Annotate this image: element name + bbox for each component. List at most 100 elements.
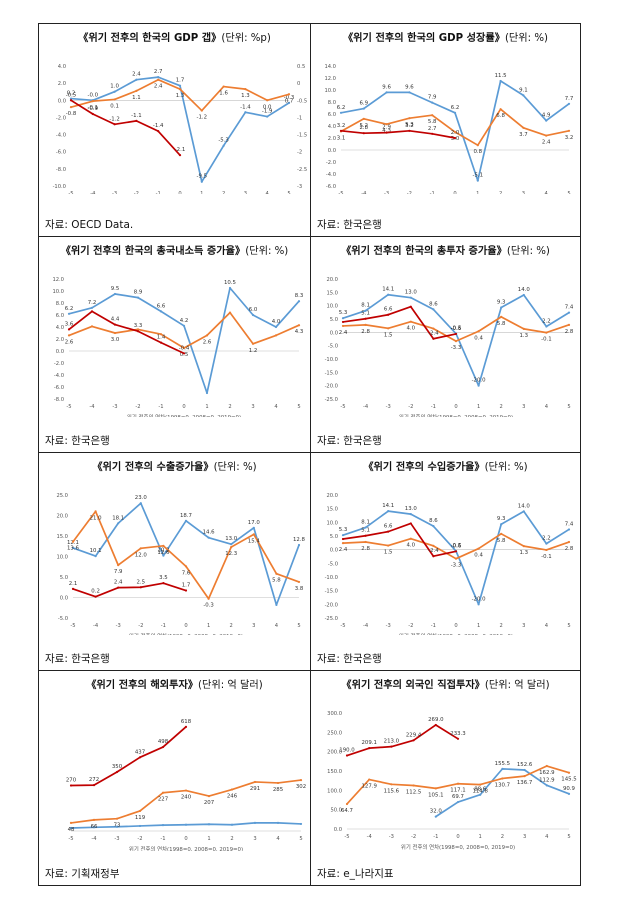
x-tick-label: -2	[407, 191, 412, 194]
chart-title: 《위기 전후의 수출증가율》(단위: %)	[92, 462, 257, 473]
data-point	[477, 384, 480, 387]
x-tick-label: -1	[430, 191, 435, 194]
data-label: -9.5	[197, 174, 208, 180]
x-tick-label: -3	[386, 404, 391, 410]
y-tick-label: 0.0	[328, 148, 336, 154]
x-tick-label: 0	[178, 191, 181, 194]
y-tick-label: -25.0	[325, 397, 338, 403]
data-label: 272	[89, 777, 99, 783]
data-point	[545, 784, 548, 787]
data-point	[136, 328, 140, 331]
data-point	[71, 540, 75, 543]
data-label: 9.5	[111, 286, 120, 292]
data-point	[345, 754, 349, 757]
data-point	[499, 108, 502, 111]
panel-fdi: 《위기 전후의 외국인 직접투자》(단위: 억 달러) 300.0 250.0 20…	[310, 670, 581, 886]
data-point	[385, 131, 388, 134]
x-tick-label: 0	[182, 404, 185, 410]
data-point	[341, 320, 345, 324]
data-point	[92, 818, 96, 821]
data-label: 4.0	[407, 543, 416, 549]
x-tick-label: 2	[222, 191, 225, 194]
data-point	[182, 324, 186, 327]
y-tick-label: 10.0	[326, 304, 338, 310]
data-label: 1.3	[520, 333, 529, 339]
y-tick-label: -5.0	[58, 616, 68, 622]
x-tick-label: -3	[384, 191, 389, 194]
y-tick-label: -4.0	[326, 172, 336, 178]
data-label: -20.0	[472, 378, 487, 384]
data-label: -1.4	[153, 123, 164, 129]
data-point	[69, 99, 73, 102]
data-label: 152.6	[517, 762, 533, 768]
data-point	[159, 333, 163, 336]
data-point	[523, 768, 526, 772]
data-label: 1.3	[176, 93, 185, 99]
y-tick-label: 4.0	[56, 325, 64, 331]
y-tick-label: -2.0	[56, 115, 66, 121]
data-label: 5.3	[339, 527, 348, 533]
data-point	[184, 789, 188, 792]
y-tick-label: 0.0	[330, 548, 338, 554]
data-point	[162, 554, 165, 557]
data-point	[136, 330, 140, 333]
data-label: 112.5	[406, 790, 421, 796]
data-label: 229.4	[406, 732, 422, 738]
y-tick-label: 15.0	[326, 290, 338, 296]
x-tick-label: -1	[431, 404, 436, 410]
data-point	[200, 180, 203, 183]
data-label: 4.3	[295, 329, 304, 335]
data-label: 12.3	[225, 551, 237, 557]
x-tick-label: 3	[522, 404, 525, 410]
data-label: 1.5	[384, 332, 393, 338]
data-label: 17.0	[248, 520, 261, 526]
data-label: 240	[181, 795, 192, 801]
data-label: 1.7	[182, 583, 191, 589]
data-label: -0.1	[541, 337, 552, 343]
x-tick-label: -5	[340, 623, 345, 629]
data-point	[252, 533, 255, 536]
y-tick-label: 8.0	[56, 301, 64, 307]
x-tick-label: -1	[433, 834, 438, 840]
data-label: 7.7	[565, 96, 574, 102]
y-tick-label: 14.0	[324, 64, 336, 70]
data-label: 7.2	[88, 300, 97, 306]
source-note: 자료: 기획재정부	[45, 868, 120, 880]
data-point	[387, 544, 390, 547]
data-point	[477, 330, 480, 333]
x-tick-label: 4	[545, 623, 549, 629]
x-axis-title: 위기 전후의 연차(1998=0, 2008=0, 2019=0)	[129, 845, 243, 851]
data-label: -0.0	[88, 92, 99, 98]
data-point	[274, 334, 278, 337]
data-point	[567, 129, 571, 132]
data-point	[412, 739, 415, 742]
data-label: -0.3	[284, 95, 295, 101]
data-point	[522, 545, 525, 548]
data-point	[252, 526, 255, 529]
data-label: 12.0	[135, 552, 148, 558]
data-label: 130.7	[495, 782, 510, 788]
x-tick-label: 4	[545, 404, 549, 410]
data-point	[545, 119, 548, 122]
data-label: 5.1	[361, 311, 370, 317]
data-point	[184, 589, 188, 592]
data-label: 5.1	[361, 528, 370, 534]
data-label: 18.1	[112, 515, 124, 521]
y-tick-label: 5.0	[60, 575, 68, 581]
data-point	[432, 337, 435, 340]
x-tick-label: 3	[522, 191, 525, 194]
x-tick-label: 1	[205, 404, 208, 410]
y-tick-label: 0.0	[60, 596, 68, 602]
x-tick-label: 5	[297, 404, 300, 410]
data-label: 4.0	[407, 326, 416, 332]
data-point	[431, 101, 434, 104]
data-point	[341, 534, 345, 537]
x-axis-title: 위기 전후의 연차(1998=0, 2008=0, 2019=0)	[127, 413, 241, 417]
x-tick-label: -4	[367, 834, 373, 840]
data-point	[299, 778, 303, 782]
data-point	[501, 777, 504, 780]
data-label: 270	[66, 777, 77, 783]
data-label: -20.0	[472, 596, 487, 602]
x-tick-label: -2	[408, 404, 413, 410]
data-label: 8.6	[429, 518, 438, 524]
